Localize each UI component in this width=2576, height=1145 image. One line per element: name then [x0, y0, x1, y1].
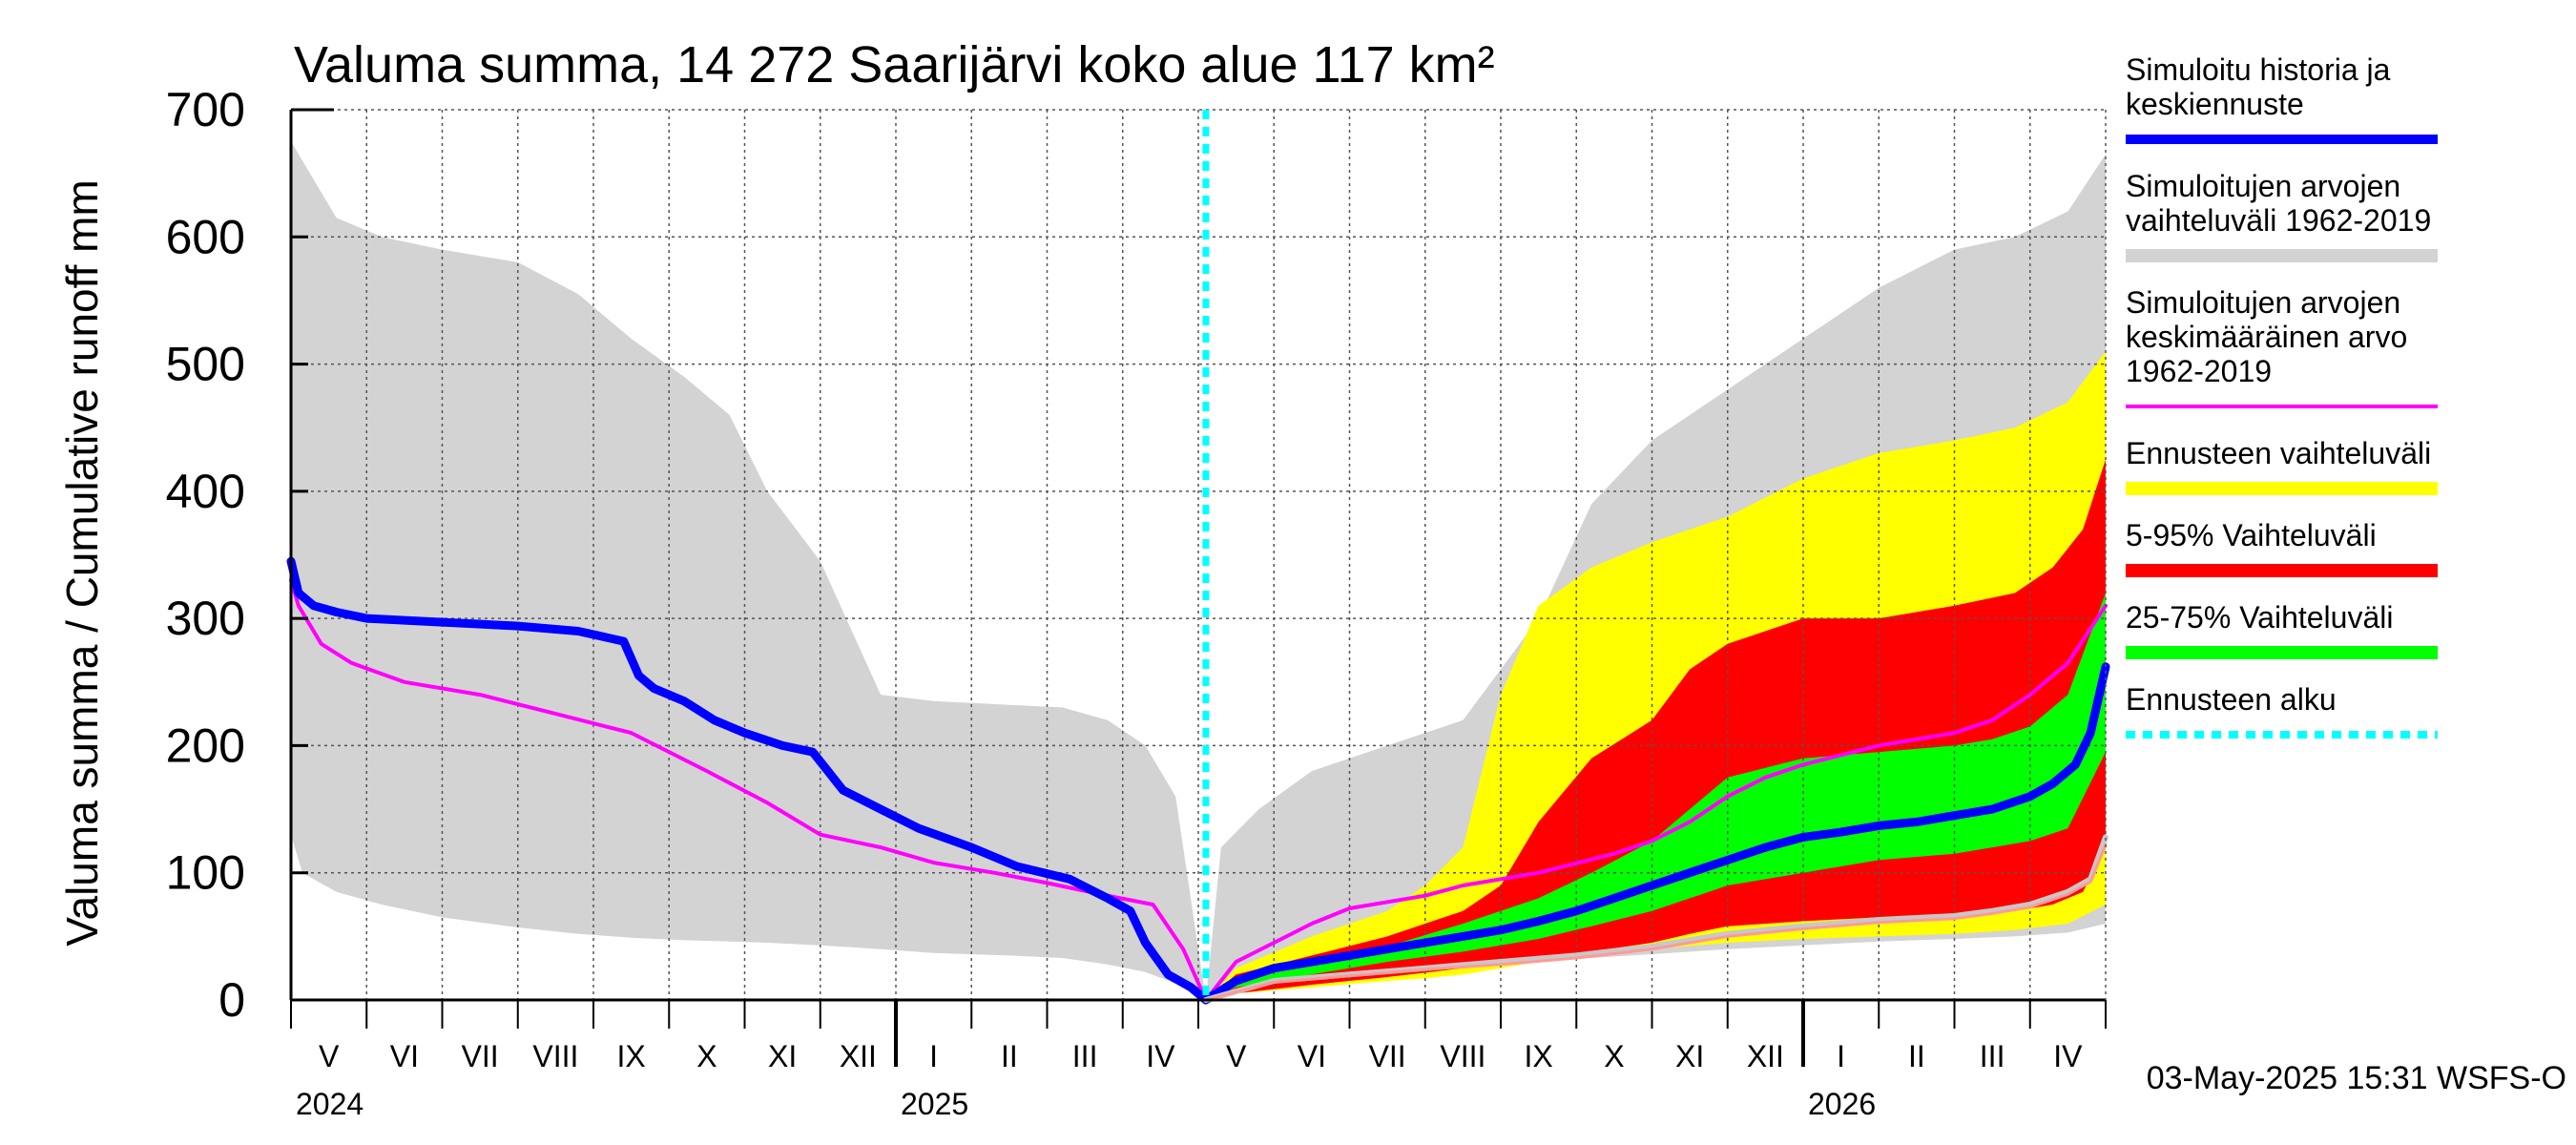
- month-label: IV: [2053, 1039, 2083, 1073]
- legend-label-0: Simuloitu historia ja: [2126, 52, 2391, 87]
- month-label: XII: [1747, 1039, 1784, 1073]
- month-label: II: [1908, 1039, 1925, 1073]
- y-tick-label-300: 300: [166, 592, 245, 645]
- legend-label-2: Simuloitujen arvojen: [2126, 285, 2400, 320]
- band-25-75-vaihteluv-li: [1205, 593, 2106, 1000]
- legend-label-1: vaihteluväli 1962-2019: [2126, 203, 2431, 238]
- y-tick-label-700: 700: [166, 83, 245, 136]
- month-label: VII: [1369, 1039, 1406, 1073]
- band-layer: [291, 141, 2106, 1001]
- series-line-simuloitu-historia-ja-keskiennuste: [286, 556, 2110, 1005]
- month-label: III: [1980, 1039, 2005, 1073]
- chart-title: Valuma summa, 14 272 Saarijärvi koko alu…: [294, 36, 1495, 94]
- month-label: IV: [1146, 1039, 1175, 1073]
- y-axis-label: Valuma summa / Cumulative runoff mm: [57, 179, 107, 947]
- month-label: III: [1072, 1039, 1098, 1073]
- legend-label-2: 1962-2019: [2126, 354, 2272, 388]
- legend-label-1: Simuloitujen arvojen: [2126, 169, 2400, 203]
- month-label: I: [1837, 1039, 1845, 1073]
- year-label-2024: 2024: [296, 1087, 364, 1121]
- timestamp: 03-May-2025 15:31 WSFS-O: [2147, 1060, 2566, 1096]
- legend-label-5: 25-75% Vaihteluväli: [2126, 600, 2393, 635]
- legend-label-2: keskimääräinen arvo: [2126, 320, 2407, 354]
- month-label: XI: [1675, 1039, 1704, 1073]
- month-label: X: [696, 1039, 717, 1073]
- month-label: XII: [840, 1039, 877, 1073]
- month-label: V: [1226, 1039, 1247, 1073]
- legend-label-0: keskiennuste: [2126, 87, 2304, 121]
- month-label: VIII: [532, 1039, 578, 1073]
- legend-label-6: Ennusteen alku: [2126, 682, 2337, 717]
- y-tick-label-600: 600: [166, 210, 245, 263]
- month-label: I: [929, 1039, 938, 1073]
- series-line-forecast-low-scenario-pink: [1204, 843, 2108, 1002]
- legend-label-4: 5-95% Vaihteluväli: [2126, 518, 2377, 552]
- month-label: V: [319, 1039, 340, 1073]
- month-label: X: [1604, 1039, 1624, 1073]
- month-label: II: [1001, 1039, 1018, 1073]
- y-tick-label-100: 100: [166, 846, 245, 900]
- line-layer: [286, 110, 2110, 1005]
- y-tick-label-500: 500: [166, 338, 245, 391]
- month-label: VI: [390, 1039, 419, 1073]
- series-line-simuloitujen-arvojen-keskim-r-inen-arvo-1962-2019: [289, 578, 2108, 1002]
- month-label: VI: [1298, 1039, 1326, 1073]
- month-label: VIII: [1440, 1039, 1485, 1073]
- month-label: VII: [462, 1039, 499, 1073]
- year-label-2026: 2026: [1808, 1087, 1876, 1121]
- band-simuloitujen-arvojen-vaihteluv-li-1962-2019-history: [291, 141, 1206, 1001]
- month-label: IX: [1525, 1039, 1553, 1073]
- month-label: IX: [617, 1039, 646, 1073]
- y-tick-label-0: 0: [218, 973, 245, 1027]
- y-tick-label-400: 400: [166, 465, 245, 518]
- legend-label-3: Ennusteen vaihteluväli: [2126, 436, 2431, 470]
- year-label-2025: 2025: [901, 1087, 968, 1121]
- band-5-95-vaihteluv-li: [1205, 459, 2106, 1000]
- month-label: XI: [768, 1039, 797, 1073]
- y-tick-label-200: 200: [166, 718, 245, 772]
